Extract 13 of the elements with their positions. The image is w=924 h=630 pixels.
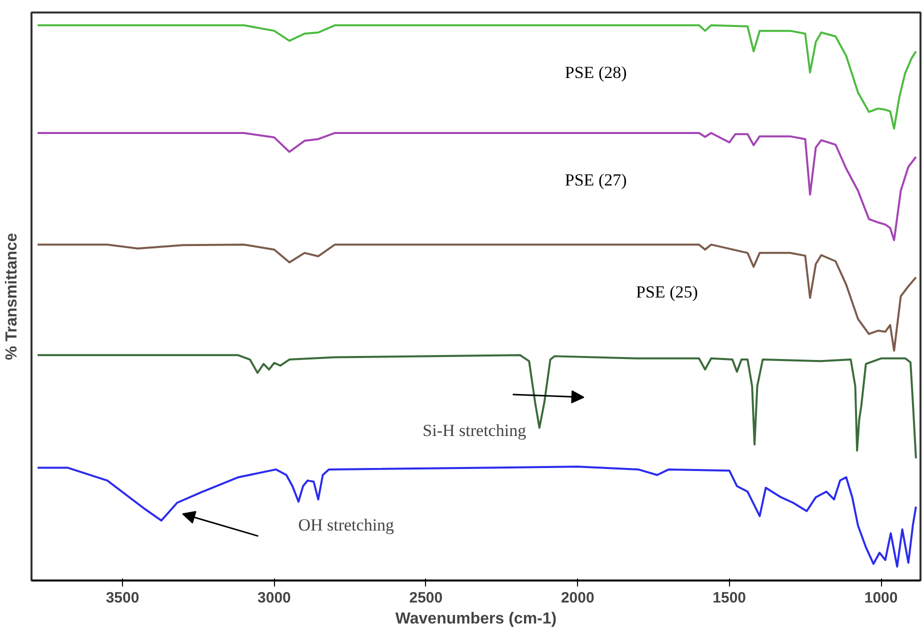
x-tick-label: 2000 <box>560 590 594 606</box>
x-tick-label: 2500 <box>409 590 443 606</box>
x-tick-label: 3000 <box>258 590 291 606</box>
x-axis-title: Wavenumbers (cm-1) <box>395 610 557 628</box>
x-tick-label: 3500 <box>106 590 140 606</box>
text: PSE (27) <box>564 170 627 190</box>
y-axis-title: % Transmittance <box>4 232 20 360</box>
x-tick-label: 1000 <box>864 590 898 606</box>
series-label: PSE (25) <box>636 282 698 302</box>
annotation: Si-H stretching <box>422 421 527 440</box>
x-tick-label: 1500 <box>712 590 746 606</box>
text: PSE (28) <box>564 62 627 82</box>
annotation: OH stretching <box>298 515 395 534</box>
